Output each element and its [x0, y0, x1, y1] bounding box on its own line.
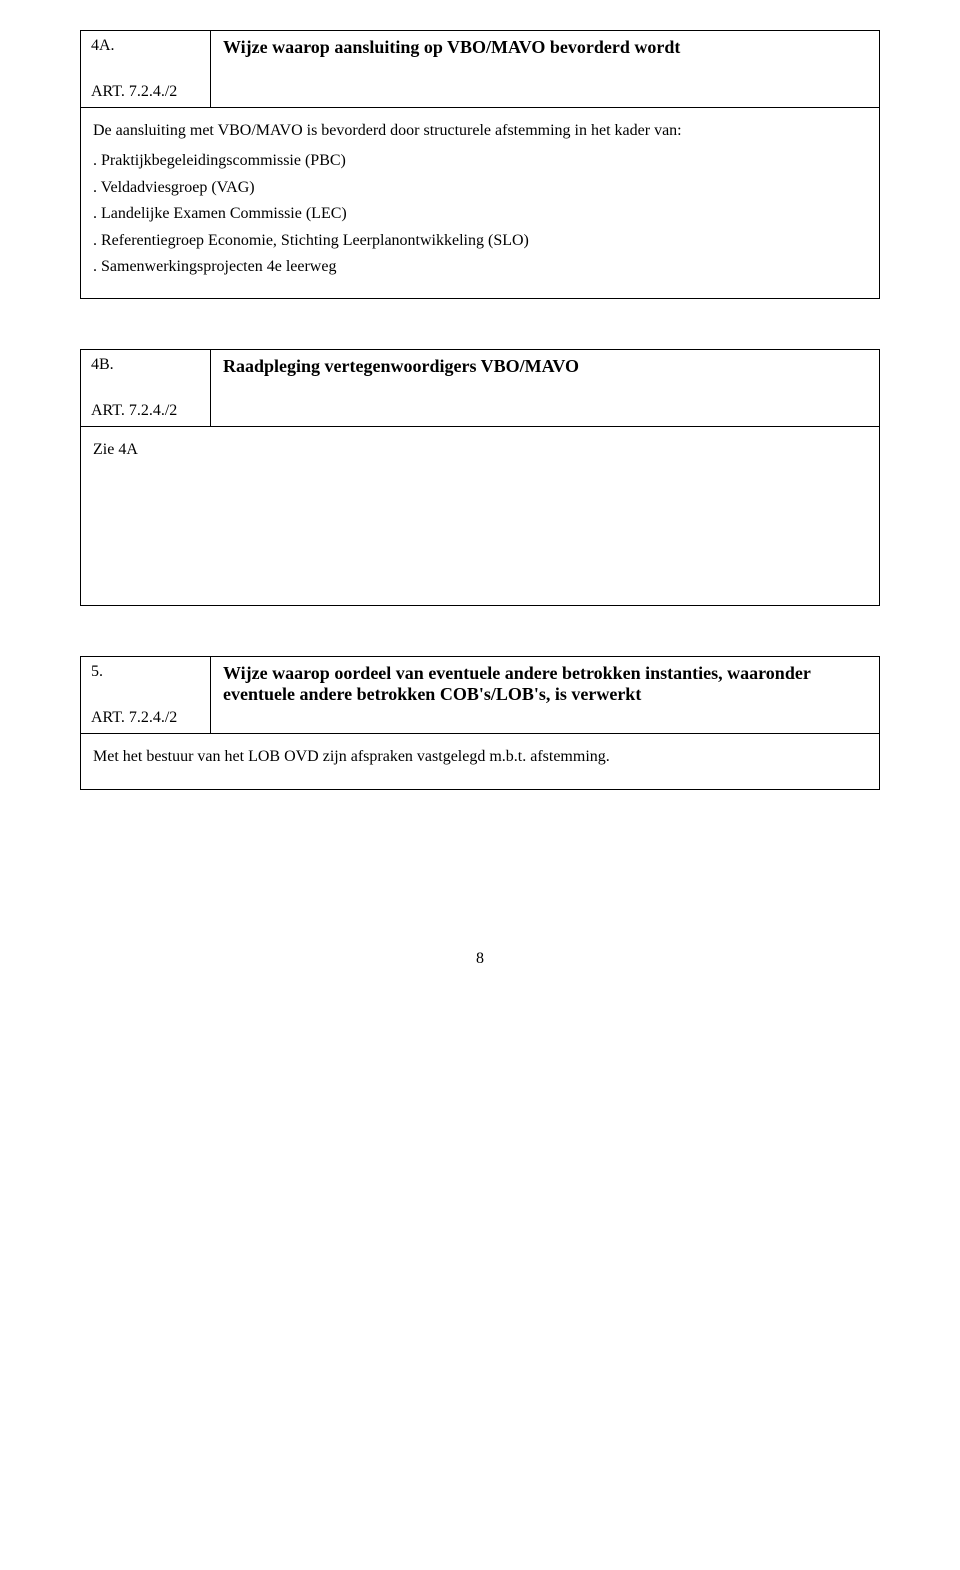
section-4b-number: 4B.: [91, 356, 200, 374]
section-4a-title: Wijze waarop aansluiting op VBO/MAVO bev…: [211, 31, 879, 107]
page-number: 8: [80, 950, 880, 968]
section-4a-item: . Veldadviesgroep (VAG): [93, 177, 867, 199]
section-4a: 4A. ART. 7.2.4./2 Wijze waarop aansluiti…: [80, 30, 880, 299]
section-4a-item: . Samenwerkingsprojecten 4e leerweg: [93, 256, 867, 278]
section-4a-header: 4A. ART. 7.2.4./2 Wijze waarop aansluiti…: [80, 30, 880, 107]
section-4a-item: . Referentiegroep Economie, Stichting Le…: [93, 230, 867, 252]
section-4a-header-left: 4A. ART. 7.2.4./2: [81, 31, 211, 107]
section-4b-body: Zie 4A: [93, 439, 867, 461]
section-4b: 4B. ART. 7.2.4./2 Raadpleging vertegenwo…: [80, 349, 880, 606]
section-4a-article: ART. 7.2.4./2: [91, 83, 200, 101]
section-4a-item: . Landelijke Examen Commissie (LEC): [93, 203, 867, 225]
section-5-article: ART. 7.2.4./2: [91, 709, 200, 727]
section-4b-header: 4B. ART. 7.2.4./2 Raadpleging vertegenwo…: [80, 349, 880, 426]
section-5-header-left: 5. ART. 7.2.4./2: [81, 657, 211, 733]
section-5-number: 5.: [91, 663, 200, 681]
section-4b-title: Raadpleging vertegenwoordigers VBO/MAVO: [211, 350, 879, 426]
section-5-title: Wijze waarop oordeel van eventuele ander…: [211, 657, 879, 733]
section-4b-article: ART. 7.2.4./2: [91, 402, 200, 420]
section-5-body: Met het bestuur van het LOB OVD zijn afs…: [93, 746, 867, 768]
section-5-header: 5. ART. 7.2.4./2 Wijze waarop oordeel va…: [80, 656, 880, 733]
section-5-content: Met het bestuur van het LOB OVD zijn afs…: [80, 733, 880, 789]
section-5: 5. ART. 7.2.4./2 Wijze waarop oordeel va…: [80, 656, 880, 789]
section-4a-content: De aansluiting met VBO/MAVO is bevorderd…: [80, 107, 880, 299]
section-4a-intro: De aansluiting met VBO/MAVO is bevorderd…: [93, 120, 867, 142]
section-4b-header-left: 4B. ART. 7.2.4./2: [81, 350, 211, 426]
section-4b-content: Zie 4A: [80, 426, 880, 606]
section-4a-number: 4A.: [91, 37, 200, 55]
section-4a-item: . Praktijkbegeleidingscommissie (PBC): [93, 150, 867, 172]
